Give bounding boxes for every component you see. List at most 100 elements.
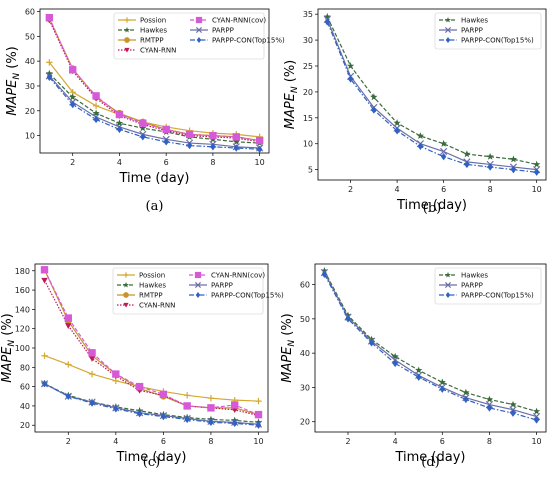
legend-label: Hawkes (139, 282, 166, 290)
data-point (415, 373, 422, 381)
x-tick-label: 4 (117, 158, 122, 167)
data-point (344, 311, 352, 319)
data-point (368, 339, 375, 347)
data-point (463, 150, 471, 158)
data-point (41, 277, 48, 284)
data-point (371, 106, 377, 114)
data-point (486, 404, 493, 412)
legend-entry: CYAN-RNN(cov) (190, 17, 266, 25)
legend: Hawkes PARPP PARPP-CON(Top15%) (434, 267, 542, 305)
data-point (69, 93, 77, 101)
y-tick-label: 10 (25, 132, 35, 141)
x-tick-label: 6 (441, 185, 446, 194)
series-line (323, 274, 537, 421)
y-axis-label: MAPEN (%) (5, 46, 22, 116)
chart-panel-b: 2 4 6 8 10 5 10 15 20 25 30 35 Time (day) MAPEN (%) Ha… (283, 8, 547, 216)
data-point (92, 109, 100, 117)
legend-label: CYAN-RNN (140, 47, 176, 55)
data-point (231, 407, 238, 413)
series-line (323, 272, 537, 418)
data-point (533, 168, 540, 176)
data-point (438, 378, 446, 386)
data-point (89, 399, 95, 407)
series-line (323, 270, 537, 413)
y-tick-label: 30 (303, 36, 313, 45)
data-point (231, 419, 238, 427)
data-point (255, 397, 262, 405)
data-point (135, 382, 144, 391)
data-point (509, 400, 517, 408)
data-point (88, 370, 96, 378)
y-tick-label: 50 (25, 32, 35, 41)
chart-panel-d: 2 4 6 8 10 20 30 40 50 60 Time (day) MAPEN (%) Hawke… (280, 263, 547, 470)
legend-box (434, 12, 542, 50)
legend-entry: CYAN-RNN (118, 47, 176, 55)
y-tick-label: 140 (15, 305, 30, 314)
x-tick-label: 10 (253, 437, 263, 446)
y-tick-label: 180 (15, 267, 30, 276)
data-point (210, 143, 216, 151)
series-line (48, 76, 260, 150)
y-tick-label: 50 (300, 315, 310, 324)
legend-label: Hawkes (140, 27, 167, 35)
series-line (48, 17, 260, 142)
panel-caption: (c) (143, 455, 160, 470)
x-tick-label: 6 (440, 437, 445, 446)
data-point (440, 153, 447, 161)
series-line (43, 269, 259, 416)
data-point (163, 138, 169, 146)
legend: Possion Hawkes RMTPP CYAN-RNN CYAN-RNN(cov) P… (112, 267, 284, 315)
data-point (347, 75, 354, 83)
data-point (464, 160, 470, 169)
legend-label: PARPP-CON(Top15%) (212, 37, 285, 45)
y-tick-label: 40 (20, 402, 30, 411)
panel-caption: (d) (421, 455, 439, 470)
legend-swatch-marker (445, 271, 451, 278)
data-point (139, 124, 147, 132)
legend-swatch-marker (196, 37, 202, 43)
series-line (48, 73, 260, 144)
legend-swatch-marker (195, 292, 201, 298)
y-tick-label: 30 (300, 383, 310, 392)
data-point (92, 92, 100, 100)
legend-label: PARPP-CON(Top15%) (461, 292, 534, 300)
y-tick-label: 35 (303, 10, 313, 19)
legend-swatch-marker (194, 281, 202, 289)
data-point (255, 136, 264, 145)
legend-entry: Hawkes (439, 272, 488, 280)
legend-box (434, 267, 542, 305)
data-point (65, 361, 72, 368)
legend-swatch-marker (195, 16, 203, 24)
data-point (115, 119, 124, 127)
legend-entry: PARPP (439, 282, 483, 290)
x-tick-label: 8 (208, 437, 213, 446)
data-point (136, 409, 143, 418)
legend-entry: PARPP (190, 27, 234, 35)
x-tick-label: 4 (393, 437, 398, 446)
data-point (140, 133, 146, 141)
x-tick-label: 10 (255, 158, 265, 167)
legend-box (112, 267, 264, 315)
plot-frame (317, 8, 547, 181)
series-line (48, 75, 260, 149)
legend-entry: Possion (118, 17, 166, 25)
x-axis-label: Time (day) (115, 450, 186, 465)
legend-swatch-marker (123, 292, 129, 298)
data-point (439, 385, 446, 393)
data-point (69, 100, 76, 109)
series-line (43, 280, 259, 417)
x-tick-label: 2 (66, 437, 71, 446)
data-point (439, 139, 448, 147)
data-point (92, 102, 100, 110)
series-hawkes (323, 12, 541, 168)
legend-label: PARPP (461, 282, 483, 290)
data-point (321, 270, 328, 278)
legend-swatch-marker (124, 17, 130, 23)
y-tick-label: 60 (300, 281, 310, 290)
data-point (46, 59, 53, 66)
y-tick-label: 60 (25, 7, 35, 16)
legend-entry: RMTPP (118, 37, 164, 45)
data-point (416, 132, 425, 140)
legend-swatch-marker (123, 281, 129, 288)
data-point (391, 352, 399, 360)
